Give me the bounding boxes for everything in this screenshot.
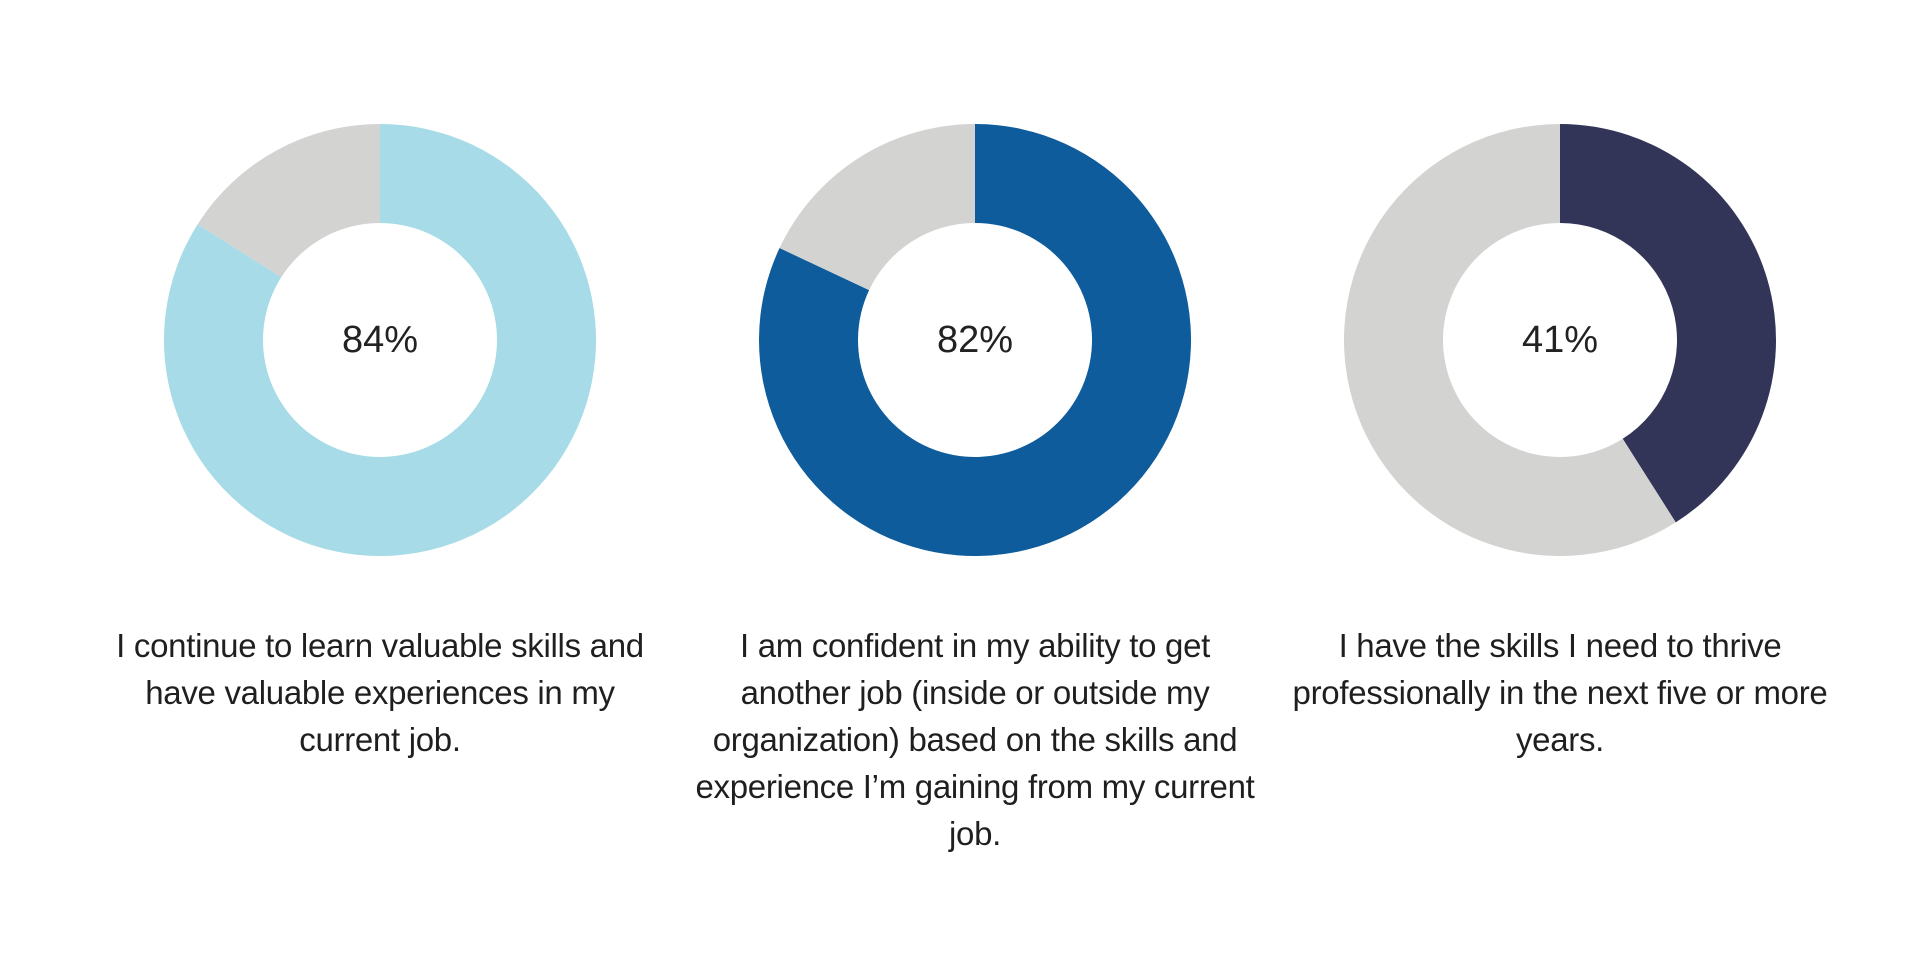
- donut-center-value-learning: 84%: [342, 319, 418, 361]
- donut-slice-future-skills-agree: [1560, 124, 1777, 523]
- donut-slice-job-confidence-agree: [759, 124, 1191, 556]
- donut-chart-job-confidence: 82%: [759, 124, 1191, 556]
- caption-future-skills: I have the skills I need to thrive profe…: [1292, 627, 1828, 758]
- donut-center-value-future-skills: 41%: [1522, 319, 1598, 361]
- caption-learning: I continue to learn valuable skills and …: [116, 627, 644, 758]
- donut-chart-future-skills: 41%: [1344, 124, 1777, 556]
- donut-slice-job-confidence-remainder: [779, 124, 975, 291]
- donut-slice-learning-remainder: [197, 123, 380, 278]
- donut-slice-learning-agree: [163, 124, 596, 556]
- donut-slice-future-skills-remainder: [1344, 124, 1676, 556]
- donut-chart-learning: 84%: [163, 123, 596, 556]
- caption-job-confidence: I am confident in my ability to get anot…: [695, 627, 1255, 852]
- donut-center-value-job-confidence: 82%: [937, 319, 1013, 361]
